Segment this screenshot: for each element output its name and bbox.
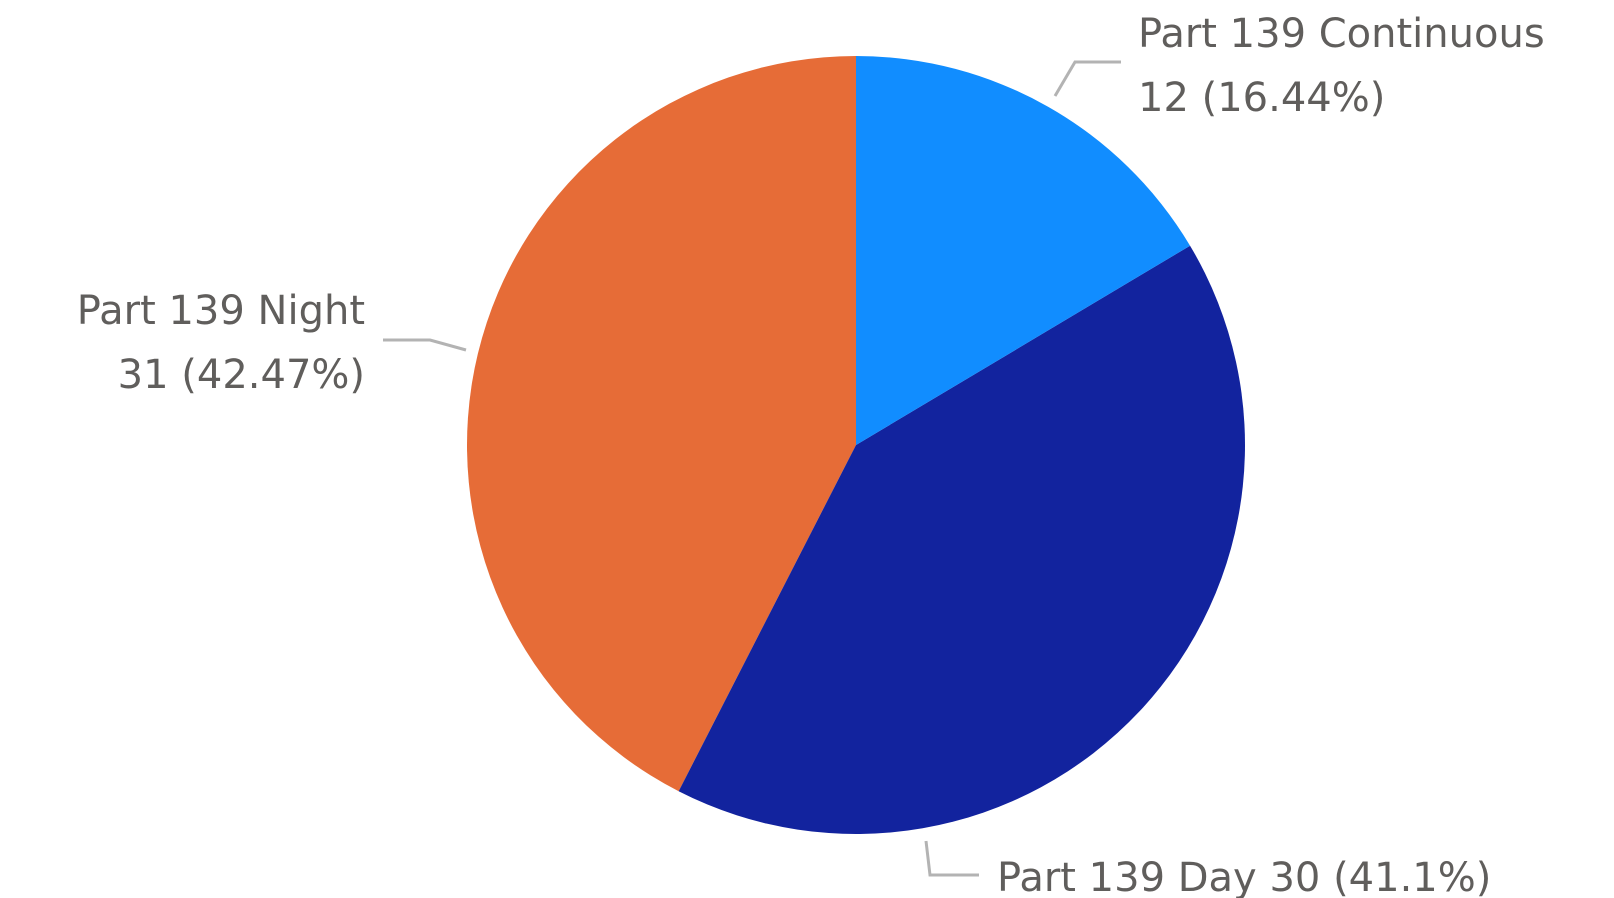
data-label: Part 139 Day 30 (41.1%)	[997, 855, 1491, 898]
value-label: 31 (42.47%)	[118, 352, 365, 398]
pie-slice	[467, 55, 856, 792]
category-label: Part 139 Night	[77, 288, 365, 334]
leader-line	[924, 840, 979, 877]
value-label: 30 (41.1%)	[1269, 855, 1491, 898]
category-label: Part 139 Day	[997, 855, 1257, 898]
leader-line	[383, 338, 467, 352]
value-label: 12 (16.44%)	[1138, 75, 1385, 121]
pie-slice	[856, 56, 1191, 445]
pie-slice	[678, 245, 1245, 835]
category-label: Part 139 Continuous	[1138, 11, 1545, 57]
leader-line	[1053, 60, 1121, 97]
